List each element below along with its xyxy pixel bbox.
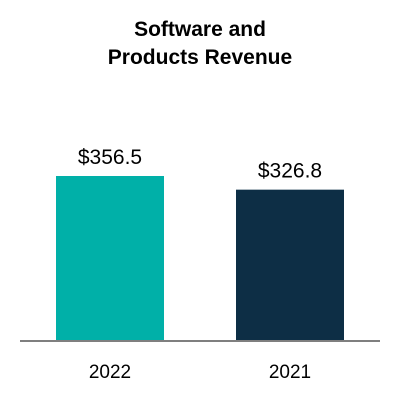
chart-title-line-2: Products Revenue — [107, 46, 293, 69]
bar-2022 — [56, 176, 164, 340]
x-tick-label-2022: 2022 — [89, 362, 131, 383]
bar-2021 — [236, 189, 344, 340]
data-label-2021: $326.8 — [258, 160, 322, 183]
data-label-2022: $356.5 — [78, 146, 142, 169]
chart-title: Software and Products Revenue — [0, 16, 400, 72]
chart-title-line-1: Software and — [134, 18, 266, 41]
x-tick-label-2021: 2021 — [269, 362, 311, 383]
